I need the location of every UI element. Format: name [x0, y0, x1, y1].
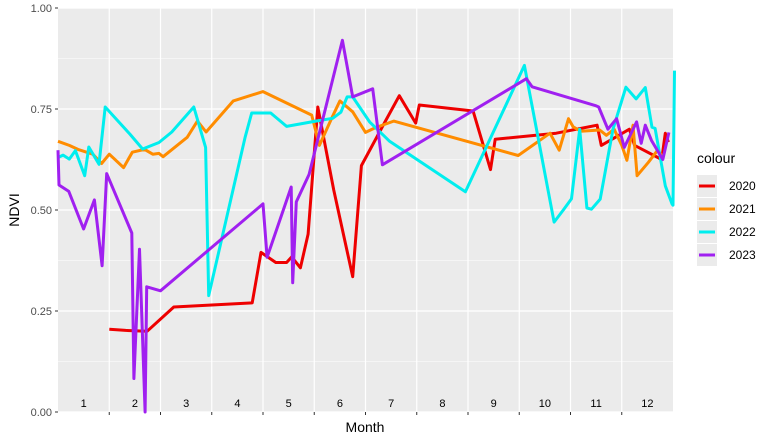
series-line-2022: [57, 63, 676, 298]
y-tick-label: 0.00: [31, 407, 52, 419]
legend-label-2022: 2022: [729, 225, 756, 239]
x-axis: [108, 412, 623, 415]
month-label: 4: [234, 398, 240, 410]
y-tick-label: 0.25: [31, 306, 52, 318]
grid-major: [58, 7, 673, 413]
month-label: 9: [491, 398, 497, 410]
y-axis-title: NDVI: [6, 193, 22, 226]
month-label: 12: [641, 398, 653, 410]
x-axis-title: Month: [346, 419, 385, 435]
series-line-2021: [57, 90, 664, 178]
month-label: 10: [539, 398, 551, 410]
legend-label-2020: 2020: [729, 179, 756, 193]
month-labels: 1 2 3 4 5 6 7 8 9 10 11 12: [81, 398, 654, 410]
month-label: 6: [337, 398, 343, 410]
y-tick-label: 1.00: [31, 3, 52, 15]
month-label: 7: [388, 398, 394, 410]
legend-title: colour: [697, 150, 735, 166]
month-label: 2: [132, 398, 138, 410]
y-tick-label: 0.75: [31, 104, 52, 116]
month-label: 8: [439, 398, 445, 410]
legend-label-2023: 2023: [729, 248, 756, 262]
legend-label-2021: 2021: [729, 202, 756, 216]
series-group: [56, 38, 676, 414]
series-line-2020: [109, 94, 670, 333]
series-line-2023: [56, 38, 671, 414]
month-label: 3: [183, 398, 189, 410]
month-label: 5: [286, 398, 292, 410]
month-label: 11: [590, 398, 601, 410]
month-label: 1: [81, 398, 87, 410]
y-tick-label: 0.50: [31, 205, 52, 217]
legend: colour 2020 2021 2022 2023: [697, 150, 756, 266]
y-axis: 0.00 0.25 0.50 0.75 1.00: [31, 3, 58, 419]
